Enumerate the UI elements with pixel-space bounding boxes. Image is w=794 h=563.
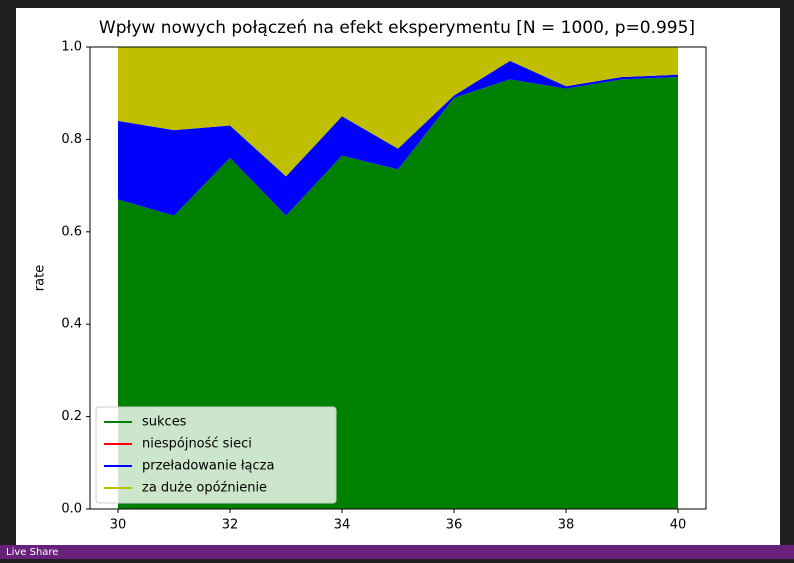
status-bar-text[interactable]: Live Share bbox=[6, 547, 58, 558]
chart-title: Wpływ nowych połączeń na efekt eksperyme… bbox=[99, 18, 695, 38]
x-tick-label: 40 bbox=[670, 518, 687, 533]
stack-area bbox=[118, 60, 678, 216]
x-tick-label: 34 bbox=[334, 518, 351, 533]
legend-label: za duże opóźnienie bbox=[142, 481, 267, 496]
y-tick-label: 0.2 bbox=[61, 409, 82, 424]
status-bar bbox=[0, 545, 794, 559]
legend-label: niespójność sieci bbox=[142, 437, 252, 452]
y-tick-label: 0.0 bbox=[61, 502, 82, 517]
y-tick-label: 0.8 bbox=[61, 132, 82, 147]
plot-area: 30 32 34 36 38 40 0.0 0.2 0.4 0.6 0.8 1.0 sukces nies… bbox=[61, 40, 707, 533]
legend-label: sukces bbox=[142, 415, 187, 430]
axes-frame bbox=[89, 46, 707, 510]
x-tick-label: 32 bbox=[222, 518, 239, 533]
x-tick-label: 36 bbox=[446, 518, 463, 533]
x-tick-label: 30 bbox=[110, 518, 127, 533]
y-tick-label: 0.6 bbox=[61, 224, 82, 239]
y-axis-label: rate bbox=[33, 265, 48, 291]
stack-area bbox=[118, 47, 678, 177]
stack-area bbox=[118, 77, 678, 509]
legend-label: przeładowanie łącza bbox=[142, 459, 274, 474]
y-tick-label: 1.0 bbox=[61, 40, 82, 55]
x-tick-label: 38 bbox=[558, 518, 575, 533]
legend-box bbox=[95, 406, 337, 504]
y-tick-label: 0.4 bbox=[61, 317, 82, 332]
